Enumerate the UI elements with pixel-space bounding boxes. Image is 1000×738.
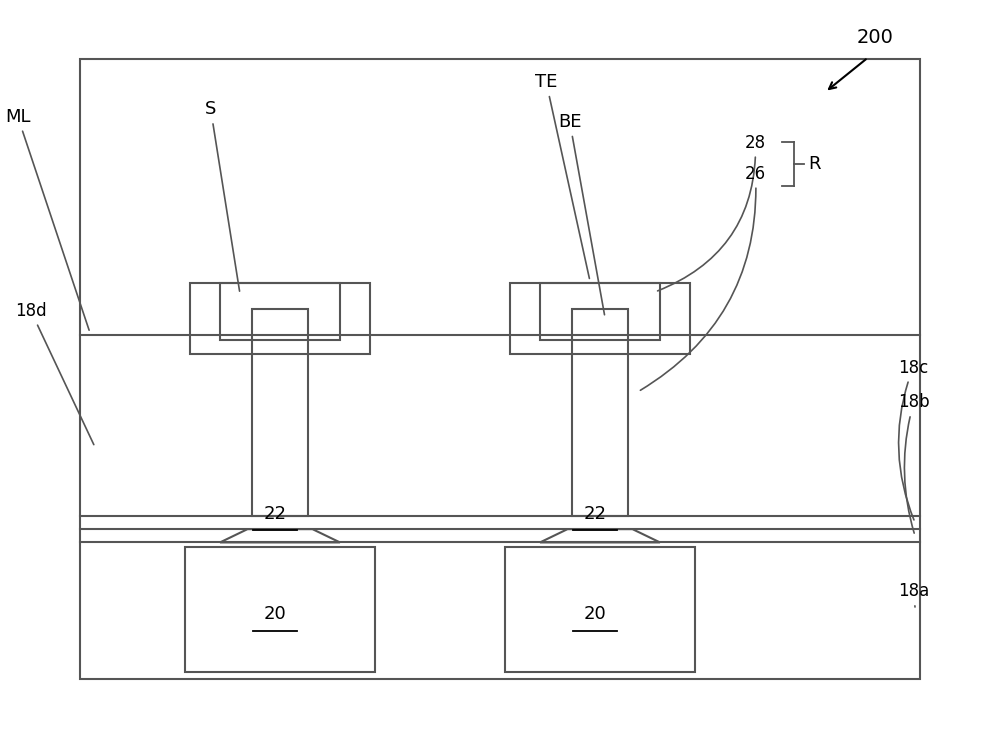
Text: 20: 20 <box>584 605 606 624</box>
Bar <box>252 309 308 516</box>
Text: R: R <box>808 155 820 173</box>
Text: 22: 22 <box>584 505 606 523</box>
Bar <box>80 59 920 679</box>
Bar <box>220 283 340 340</box>
Bar <box>185 547 375 672</box>
Text: TE: TE <box>535 73 589 278</box>
Text: 26: 26 <box>640 165 766 390</box>
Text: S: S <box>205 100 240 292</box>
Bar <box>572 309 628 516</box>
Text: ML: ML <box>5 108 89 330</box>
Text: 18c: 18c <box>898 359 928 520</box>
Bar <box>505 547 695 672</box>
Text: 200: 200 <box>857 28 893 46</box>
Bar <box>510 283 690 354</box>
Bar <box>190 283 370 354</box>
Text: 18b: 18b <box>898 393 930 533</box>
Text: 28: 28 <box>658 134 766 291</box>
Bar <box>540 283 660 340</box>
Text: 18d: 18d <box>15 302 94 444</box>
Text: 22: 22 <box>264 505 287 523</box>
Text: BE: BE <box>558 113 605 314</box>
Text: 20: 20 <box>264 605 286 624</box>
Text: 18a: 18a <box>898 582 929 607</box>
